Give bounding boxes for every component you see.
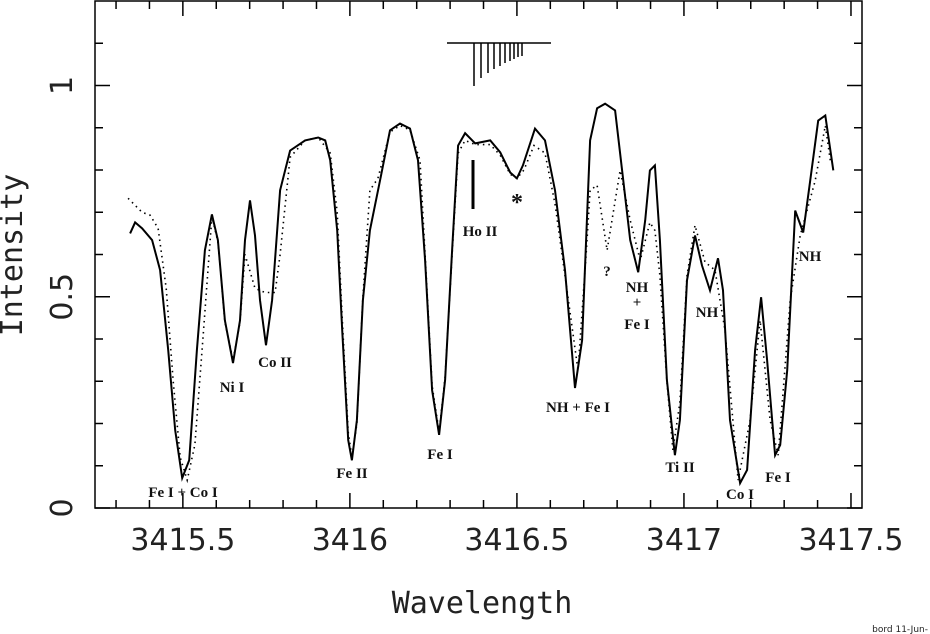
line-annotation: Co I: [726, 487, 754, 503]
x-tick-label: 3416.5: [464, 523, 569, 558]
y-tick-label: 0: [45, 498, 80, 517]
line-annotation: NH + Fe I: [546, 400, 610, 416]
line-annotation: ?: [603, 264, 611, 280]
footer: bord 11-Jun-: [872, 625, 928, 634]
line-annotation: Fe I: [765, 470, 791, 486]
y-tick-label: 0.5: [45, 273, 80, 321]
ho-ii-comb: [447, 42, 551, 86]
spectrum-line: [127, 124, 832, 484]
line-annotation: *: [511, 190, 523, 216]
line-annotation: Ho II: [463, 224, 498, 240]
x-tick-label: 3417.5: [798, 523, 903, 558]
x-tick-label: 3416: [312, 523, 388, 558]
line-annotation: +: [633, 295, 642, 311]
line-annotation: Fe I: [427, 447, 453, 463]
line-annotation: Co II: [258, 355, 292, 371]
line-annotation: Ti II: [665, 460, 694, 476]
spectrum-line: [129, 102, 835, 487]
line-annotation: Fe I: [624, 317, 650, 333]
y-axis-label: Intensity: [0, 174, 30, 337]
x-tick-label: 3415.5: [130, 523, 235, 558]
x-axis-label: Wavelength: [392, 586, 573, 621]
line-annotation: NH: [626, 280, 649, 296]
line-annotation: Ni I: [220, 380, 245, 396]
x-tick-label: 3417: [646, 523, 722, 558]
line-annotation: Fe II: [336, 466, 367, 482]
line-annotation: Fe I + Co I: [148, 485, 218, 501]
line-annotation: NH: [696, 305, 719, 321]
line-annotation: NH: [799, 249, 822, 265]
y-tick-label: 1: [45, 76, 80, 95]
